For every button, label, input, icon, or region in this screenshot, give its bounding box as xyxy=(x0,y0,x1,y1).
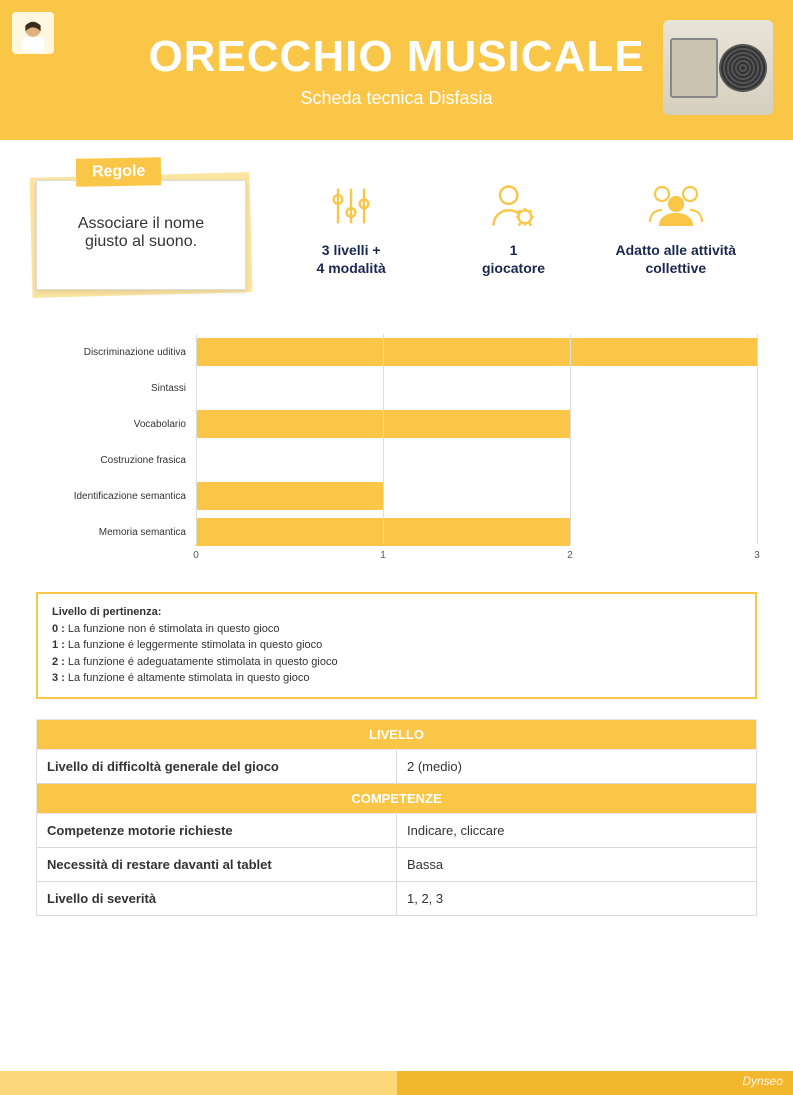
user-gear-icon xyxy=(487,178,539,234)
chart-tick: 3 xyxy=(754,550,760,561)
rules-tab: Regole xyxy=(76,157,162,186)
chart-tick: 1 xyxy=(380,550,386,561)
chart-label: Memoria semantica xyxy=(36,527,196,538)
stat-group: Adatto alle attivitàcollettive xyxy=(601,178,751,277)
chart-bar xyxy=(196,482,383,510)
legend-title: Livello di pertinenza: xyxy=(52,604,741,621)
chart-row: Sintassi xyxy=(36,370,757,406)
table-key: Competenze motorie richieste xyxy=(37,813,397,847)
footer-bar: Dynseo xyxy=(0,1071,793,1095)
stat-levels: 3 livelli +4 modalità xyxy=(276,178,426,277)
brand-label: Dynseo xyxy=(742,1074,783,1088)
rules-row: Regole Associare il nome giusto al suono… xyxy=(0,140,793,300)
legend-item: 2 : La funzione é adeguatamente stimolat… xyxy=(52,654,741,671)
table-section-header: LIVELLO xyxy=(37,719,757,749)
table-section-header: COMPETENZE xyxy=(37,783,757,813)
table-value: 1, 2, 3 xyxy=(397,881,757,915)
rules-card: Regole Associare il nome giusto al suono… xyxy=(36,168,246,290)
info-tables: LIVELLO Livello di difficoltà generale d… xyxy=(36,719,757,916)
chart-row: Vocabolario xyxy=(36,406,757,442)
header-banner: ORECCHIO MUSICALE Scheda tecnica Disfasi… xyxy=(0,0,793,140)
table-row: Necessità di restare davanti al tabletBa… xyxy=(37,847,757,881)
chart-label: Discriminazione uditiva xyxy=(36,347,196,358)
legend-item: 0 : La funzione non é stimolata in quest… xyxy=(52,621,741,638)
table-value: 2 (medio) xyxy=(397,749,757,783)
legend-item: 3 : La funzione é altamente stimolata in… xyxy=(52,670,741,687)
radio-illustration xyxy=(663,20,773,115)
legend-item: 1 : La funzione é leggermente stimolata … xyxy=(52,637,741,654)
table-value: Bassa xyxy=(397,847,757,881)
legend-box: Livello di pertinenza: 0 : La funzione n… xyxy=(36,592,757,699)
stat-label: 1giocatore xyxy=(482,242,545,277)
chart-row: Discriminazione uditiva xyxy=(36,334,757,370)
stats-row: 3 livelli +4 modalità 1giocatore Adatto … xyxy=(270,168,757,277)
table-row: Livello di difficoltà generale del gioco… xyxy=(37,749,757,783)
chart-row: Identificazione semantica xyxy=(36,478,757,514)
table-key: Necessità di restare davanti al tablet xyxy=(37,847,397,881)
table-value: Indicare, cliccare xyxy=(397,813,757,847)
page-title: ORECCHIO MUSICALE xyxy=(148,32,644,82)
page-subtitle: Scheda tecnica Disfasia xyxy=(300,88,492,109)
table-row: Competenze motorie richiesteIndicare, cl… xyxy=(37,813,757,847)
chart-tick: 2 xyxy=(567,550,573,561)
chart-bar xyxy=(196,518,570,546)
table-key: Livello di difficoltà generale del gioco xyxy=(37,749,397,783)
pertinence-chart: Discriminazione uditiva Sintassi Vocabolar… xyxy=(36,334,757,568)
stat-label: Adatto alle attivitàcollettive xyxy=(616,242,737,277)
chart-label: Vocabolario xyxy=(36,419,196,430)
table-key: Livello di severità xyxy=(37,881,397,915)
rules-text: Associare il nome giusto al suono. xyxy=(36,180,246,290)
chart-label: Identificazione semantica xyxy=(36,491,196,502)
chart-bar xyxy=(196,338,757,366)
chart-row: Costruzione frasica xyxy=(36,442,757,478)
chart-label: Sintassi xyxy=(36,383,196,394)
chart-tick: 0 xyxy=(193,550,199,561)
stat-label: 3 livelli +4 modalità xyxy=(317,242,386,277)
sliders-icon xyxy=(325,178,377,234)
group-icon xyxy=(646,178,706,234)
stat-players: 1giocatore xyxy=(438,178,588,277)
chart-label: Costruzione frasica xyxy=(36,455,196,466)
chart-bar xyxy=(196,410,570,438)
avatar-icon xyxy=(12,12,54,54)
table-row: Livello di severità1, 2, 3 xyxy=(37,881,757,915)
chart-row: Memoria semantica xyxy=(36,514,757,550)
